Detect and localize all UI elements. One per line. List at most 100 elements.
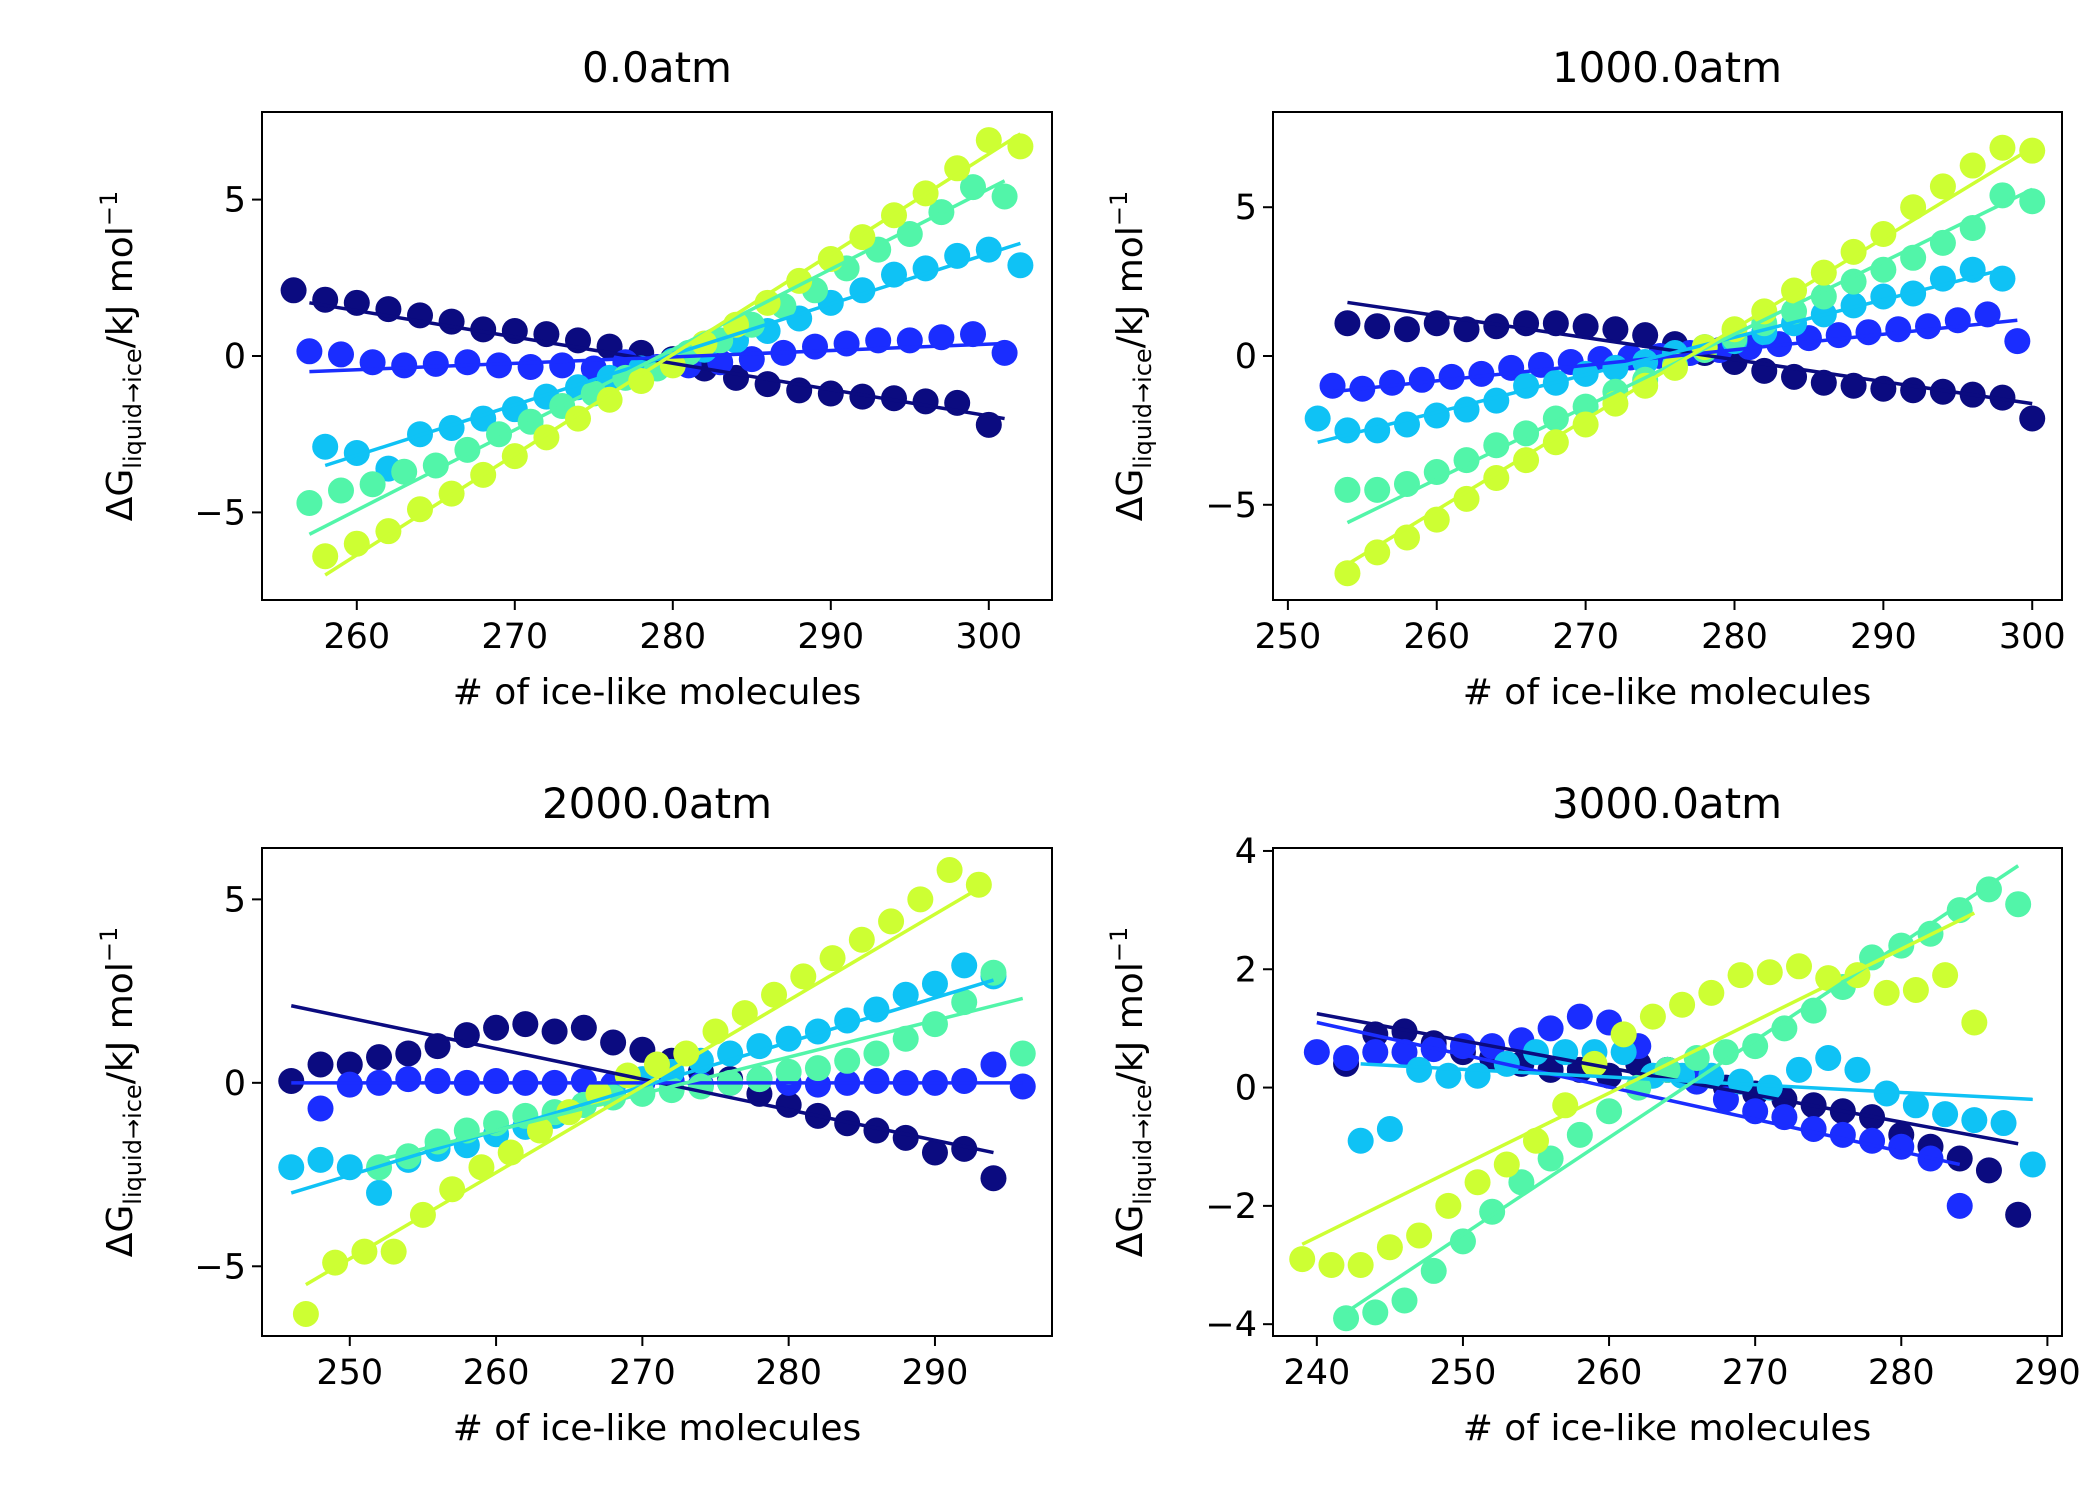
data-point [596,386,623,413]
data-point [1840,268,1867,295]
axes-frame [1272,847,2063,1337]
data-point [517,353,544,380]
data-point [1304,405,1331,432]
data-point [951,1135,978,1162]
data-point [1855,319,1882,346]
data-point [849,383,876,410]
data-point [438,308,465,335]
data-point [1493,1151,1520,1178]
series-1 [280,277,1002,438]
data-point [892,981,919,1008]
x-axis-label: # of ice-like molecules [1463,672,1872,713]
data-point [1712,1086,1739,1113]
y-tick-label: 0 [224,1064,246,1104]
data-point [1946,1145,1973,1172]
data-point [673,1040,700,1067]
y-tick-label: 0 [1235,337,1257,377]
data-point [328,341,354,368]
data-point [907,886,934,913]
x-tick-label: 250 [1430,1353,1497,1393]
data-point [296,338,323,365]
data-point [1379,369,1406,396]
data-point [1007,133,1034,160]
data-point [951,952,978,979]
data-point [1362,1039,1389,1066]
data-point [307,1146,334,1173]
panel-1: 0.0atm 260 270 280 290 300 −5 0 5 # of ice-like … [95,43,1053,713]
data-point [1596,1098,1623,1125]
data-point [1464,1169,1491,1196]
data-point [600,1029,627,1056]
data-point [1771,1015,1798,1042]
data-point [1009,1073,1036,1100]
data-point [1438,363,1465,390]
data-point [278,1067,305,1094]
data-point [644,1051,670,1078]
plot-area [1289,864,2046,1332]
data-point [892,1025,919,1052]
data-point [1523,1127,1549,1154]
data-point [1364,539,1391,566]
data-point [754,371,781,398]
x-axis-label: # of ice-like molecules [453,1408,862,1449]
plot-area [278,857,1036,1327]
data-point [975,127,1002,154]
fit-line-2 [1316,1020,1961,1167]
data-point [991,339,1018,366]
data-point [1289,1246,1316,1273]
data-point [1423,459,1450,486]
panel-title: 0.0atm [582,43,732,92]
data-point [1362,1299,1389,1326]
x-tick-label: 290 [2014,1353,2081,1393]
data-point [960,321,986,348]
data-point [1929,173,1956,200]
x-tick-label: 280 [639,617,706,657]
data-point [1859,1127,1886,1154]
fit-line-2 [1332,318,2018,394]
data-point [921,970,948,997]
x-tick-label: 300 [1999,617,2066,657]
x-tick-label: 280 [755,1353,822,1393]
data-point [717,1040,744,1067]
data-point [1602,316,1629,343]
x-tick-label: 290 [902,1353,969,1393]
data-point [790,963,817,990]
y-axis-label: ΔGliquid→ice/kJ mol−1 [95,927,147,1257]
data-point [312,286,339,313]
data-point [549,352,576,379]
x-tick-label: 280 [1868,1353,1935,1393]
data-point [863,1040,890,1067]
data-point [1393,316,1420,343]
data-point [1376,1234,1403,1261]
data-point [1932,1101,1959,1128]
data-point [2004,328,2031,355]
data-point [468,1154,495,1181]
data-point [312,433,339,460]
data-point [951,989,978,1016]
x-tick-label: 260 [1576,1353,1643,1393]
data-point [1944,307,1971,334]
data-point [422,350,449,377]
data-point [1961,1009,1988,1036]
data-point [1420,1257,1447,1284]
data-point [921,1139,948,1166]
data-point [1885,316,1912,343]
panel-2: 1000.0atm 250 260 270 280 290 300 −5 0 5 # of ice… [1105,43,2066,713]
x-tick-label: 270 [481,617,548,657]
panel-title: 2000.0atm [542,779,772,828]
data-point [1810,369,1837,396]
panel-title: 1000.0atm [1552,43,1782,92]
data-point [1727,962,1754,989]
data-point [307,1095,334,1122]
data-point [817,380,844,407]
data-point [395,1066,422,1093]
data-point [1639,1003,1666,1030]
data-point [1975,1157,2002,1184]
data-point [628,368,655,395]
data-point [1632,348,1659,375]
data-point [1453,396,1480,423]
fit-line-4 [378,996,1024,1162]
x-tick-label: 280 [1701,617,1768,657]
y-tick-label: −5 [194,493,246,533]
data-point [1537,1015,1564,1042]
